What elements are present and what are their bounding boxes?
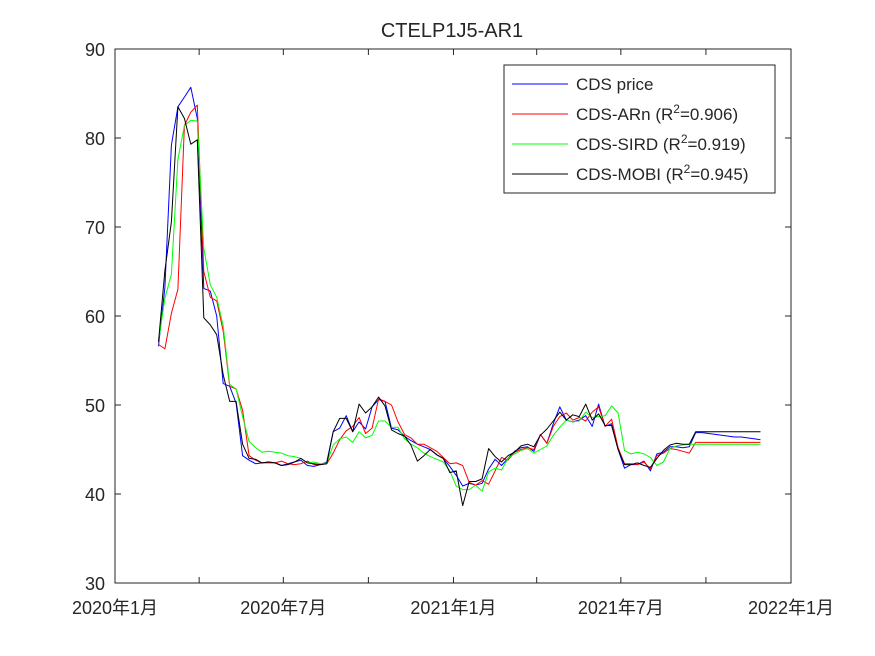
legend-r2-prefix: (R <box>658 135 681 154</box>
legend-series-name: CDS-ARn <box>576 105 651 124</box>
legend-series-name: CDS-MOBI <box>576 165 661 184</box>
legend-r2-prefix: (R <box>651 105 674 124</box>
y-tick-label: 40 <box>85 485 105 505</box>
legend-series-name: CDS price <box>576 75 653 94</box>
legend-r2-exponent: 2 <box>681 132 688 146</box>
x-tick-label: 2022年1月 <box>748 598 834 618</box>
x-tick-label: 2020年1月 <box>72 598 158 618</box>
series-layer <box>158 86 761 507</box>
legend-label-3: CDS-SIRD (R2=0.919) <box>576 132 746 154</box>
y-tick-label: 70 <box>85 218 105 238</box>
legend-r2-exponent: 2 <box>684 162 691 176</box>
x-tick-label: 2021年1月 <box>410 598 496 618</box>
y-tick-label: 80 <box>85 129 105 149</box>
y-tick-label: 60 <box>85 307 105 327</box>
legend-label-4: CDS-MOBI (R2=0.945) <box>576 162 749 184</box>
legend-box <box>503 64 776 194</box>
y-tick-label: 90 <box>85 40 105 60</box>
y-tick-label: 50 <box>85 396 105 416</box>
legend-label-1: CDS price <box>576 75 653 94</box>
series-line-4 <box>158 106 761 507</box>
chart-title: CTELP1J5-AR1 <box>381 20 523 42</box>
y-tick-label: 30 <box>85 574 105 594</box>
legend-series-name: CDS-SIRD <box>576 135 658 154</box>
x-tick-label: 2020年7月 <box>240 598 326 618</box>
legend-r2-prefix: (R <box>661 165 684 184</box>
series-line-1 <box>158 86 761 487</box>
legend-label-2: CDS-ARn (R2=0.906) <box>576 102 738 124</box>
legend-r2-value: =0.945) <box>690 165 748 184</box>
x-tick-label: 2021年7月 <box>578 598 664 618</box>
axes-layer: 30 40 50 60 70 80 90 2020年1月 2020年7月 2021年1月 2021年… <box>72 40 834 618</box>
legend-r2-value: =0.919) <box>688 135 746 154</box>
legend-r2-value: =0.906) <box>680 105 738 124</box>
legend-r2-exponent: 2 <box>673 102 680 116</box>
